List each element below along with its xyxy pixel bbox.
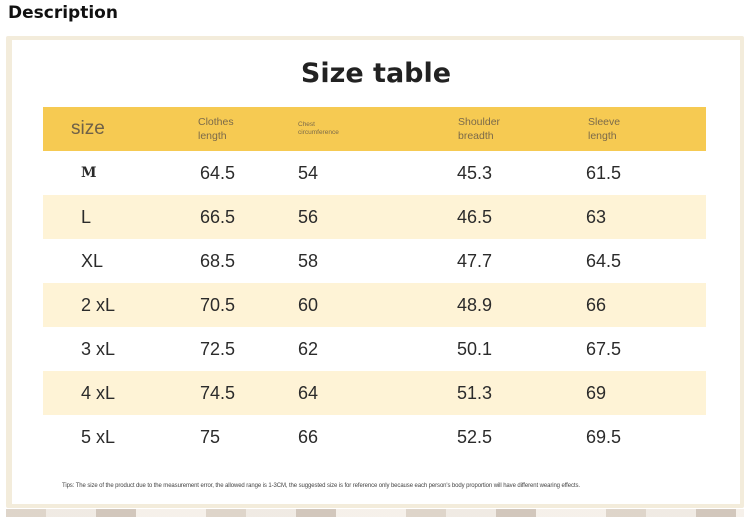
size-cell: XL (81, 250, 104, 271)
size-cell: M (81, 165, 97, 181)
header-sleeve-length: Sleeve length (588, 116, 621, 142)
sleeve-cell: 69 (586, 382, 607, 403)
table-row: L 66.5 56 46.5 63 (43, 195, 706, 239)
clothes-length-cell: 75 (200, 426, 221, 447)
shoulder-cell: 47.7 (457, 250, 493, 271)
shoulder-cell: 48.9 (457, 294, 493, 315)
header-chest-circumference: Chest circumference (298, 121, 339, 136)
header-shoulder-breadth: Shoulder breadth (458, 116, 501, 142)
table-row: 4 xL 74.5 64 51.3 69 (43, 371, 706, 415)
header-size: size (71, 118, 105, 139)
chest-cell: 58 (298, 250, 319, 271)
size-cell: 2 xL (81, 294, 116, 315)
size-table-header-row: size Clothes length Chest circumference Sh… (43, 107, 706, 151)
size-cell: 4 xL (81, 382, 116, 403)
sleeve-cell: 64.5 (586, 250, 622, 271)
sleeve-cell: 66 (586, 294, 607, 315)
chest-cell: 66 (298, 426, 319, 447)
header-clothes-length: Clothes length (198, 116, 234, 142)
shoulder-cell: 52.5 (457, 426, 493, 447)
table-row: 5 xL 75 66 52.5 69.5 (43, 415, 706, 459)
description-heading: Description (8, 3, 118, 23)
table-row: 2 xL 70.5 60 48.9 66 (43, 283, 706, 327)
size-cell: L (81, 206, 92, 227)
size-table: size Clothes length Chest circumference Sh… (43, 107, 706, 459)
clothes-length-cell: 70.5 (200, 294, 236, 315)
chest-cell: 62 (298, 338, 319, 359)
clothes-length-cell: 68.5 (200, 250, 236, 271)
size-chart-card: Size table size Clothes length Chest circu… (12, 40, 740, 504)
table-row: 3 xL 72.5 62 50.1 67.5 (43, 327, 706, 371)
shoulder-cell: 45.3 (457, 162, 493, 183)
shoulder-cell: 51.3 (457, 382, 493, 403)
chest-cell: 60 (298, 294, 319, 315)
next-image-edge (6, 509, 744, 517)
size-cell: 3 xL (81, 338, 116, 359)
table-row: M 64.5 54 45.3 61.5 (43, 151, 706, 195)
clothes-length-cell: 72.5 (200, 338, 236, 359)
size-cell: 5 xL (81, 426, 116, 447)
chest-cell: 54 (298, 162, 319, 183)
clothes-length-cell: 66.5 (200, 206, 236, 227)
clothes-length-cell: 64.5 (200, 162, 236, 183)
shoulder-cell: 50.1 (457, 338, 493, 359)
table-row: XL 68.5 58 47.7 64.5 (43, 239, 706, 283)
sleeve-cell: 63 (586, 206, 607, 227)
chest-cell: 56 (298, 206, 319, 227)
sleeve-cell: 69.5 (586, 426, 622, 447)
chest-cell: 64 (298, 382, 319, 403)
clothes-length-cell: 74.5 (200, 382, 236, 403)
sleeve-cell: 67.5 (586, 338, 622, 359)
size-table-title: Size table (300, 58, 452, 89)
size-tips-note: Tips: The size of the product due to the… (62, 483, 580, 489)
shoulder-cell: 46.5 (457, 206, 493, 227)
sleeve-cell: 61.5 (586, 162, 622, 183)
